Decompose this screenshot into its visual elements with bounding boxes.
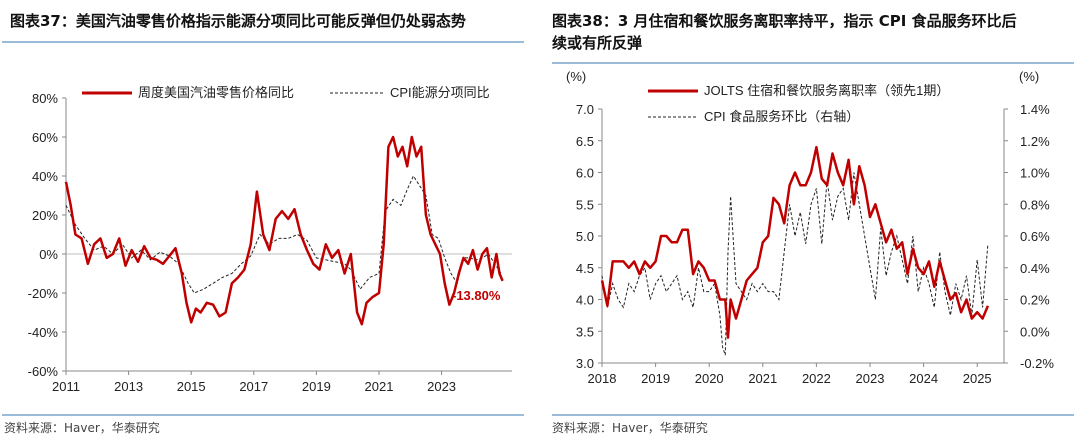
x-tick-label: 2019 <box>641 371 670 386</box>
right-y-tick-label: 0.2% <box>1020 293 1050 308</box>
figure-label: 图表38： <box>552 12 618 30</box>
x-tick-label: 2015 <box>177 379 206 394</box>
y-tick-label: 40% <box>32 169 58 184</box>
legend-label-gasoline: 周度美国汽油零售价格同比 <box>138 85 294 100</box>
right-y-tick-label: 0.0% <box>1020 324 1050 339</box>
title-text: 3 月住宿和餐饮服务离职率持平，指示 CPI 食品服务环比后 <box>617 12 1017 30</box>
x-tick-label: 2022 <box>802 371 831 386</box>
title-divider <box>2 41 524 43</box>
x-tick-label: 2021 <box>365 379 394 394</box>
legend-label-cpi-food: CPI 食品服务环比（右轴） <box>704 109 859 124</box>
x-tick-label: 2021 <box>748 371 777 386</box>
y-tick-label: -40% <box>28 325 59 340</box>
x-tick-label: 2023 <box>856 371 885 386</box>
source-divider <box>2 414 524 416</box>
x-tick-label: 2024 <box>909 371 938 386</box>
series-line-jolts <box>600 145 990 339</box>
y-tick-label: -20% <box>28 286 59 301</box>
right-y-tick-label: -0.2% <box>1020 356 1054 371</box>
x-tick-label: 2018 <box>588 371 617 386</box>
left-y-tick-label: 5.0 <box>576 229 594 244</box>
right-y-tick-label: 0.8% <box>1020 197 1050 212</box>
series-line-cpi-food <box>601 172 989 356</box>
left-y-tick-label: 7.0 <box>576 102 594 117</box>
left-y-tick-label: 3.5 <box>576 324 594 339</box>
x-tick-label: 2017 <box>239 379 268 394</box>
chart-title: 图表37：美国汽油零售价格指示能源分项同比可能反弹但仍处弱态势 <box>10 10 466 32</box>
x-tick-label: 2011 <box>52 379 80 394</box>
legend-label-jolts: JOLTS 住宿和餐饮服务离职率（领先1期） <box>704 83 949 98</box>
series-line-cpi-energy <box>65 174 502 294</box>
x-tick-label: 2025 <box>963 371 992 386</box>
left-y-tick-label: 5.5 <box>576 197 594 212</box>
y-tick-label: 0% <box>39 247 58 262</box>
title-text-continued: 续或有所反弹 <box>552 34 643 52</box>
left-y-tick-label: 6.0 <box>576 166 594 181</box>
chart-title: 图表38：3 月住宿和餐饮服务离职率持平，指示 CPI 食品服务环比后 续或有所… <box>552 10 1074 54</box>
figure-label: 图表37： <box>10 12 76 30</box>
x-tick-label: 2020 <box>695 371 724 386</box>
left-y-tick-label: 3.0 <box>576 356 594 371</box>
y-tick-label: 80% <box>32 91 58 106</box>
right-axis-unit: (%) <box>1019 69 1039 84</box>
line-chart-gasoline-energy: 周度美国汽油零售价格同比 CPI能源分项同比 -13.80% 80% 60% 40%… <box>28 85 512 394</box>
left-y-tick-label: 6.5 <box>576 134 594 149</box>
left-y-tick-label: 4.0 <box>576 293 594 308</box>
series-line-gasoline <box>64 135 504 326</box>
left-y-tick-label: 4.5 <box>576 261 594 276</box>
line-chart-jolts-cpi-food: (%) (%) JOLTS 住宿和餐饮服务离职率（领先1期） CPI 食品服务环… <box>566 69 1054 386</box>
title-text: 美国汽油零售价格指示能源分项同比可能反弹但仍处弱态势 <box>75 12 466 30</box>
y-tick-label: 60% <box>32 130 58 145</box>
title-divider <box>552 62 1074 64</box>
right-y-tick-label: 0.6% <box>1020 229 1050 244</box>
right-y-tick-label: 0.4% <box>1020 261 1050 276</box>
x-tick-label: 2019 <box>302 379 331 394</box>
right-y-tick-label: 1.0% <box>1020 166 1050 181</box>
latest-value-annotation: -13.80% <box>452 288 501 303</box>
right-y-tick-label: 1.2% <box>1020 134 1050 149</box>
source-note: 资料来源：Haver，华泰研究 <box>552 421 708 435</box>
right-y-tick-label: 1.4% <box>1020 102 1050 117</box>
source-note: 资料来源：Haver，华泰研究 <box>4 421 160 435</box>
source-divider <box>552 414 1074 416</box>
y-tick-label: -60% <box>28 364 59 379</box>
left-chart-panel: 图表37：美国汽油零售价格指示能源分项同比可能反弹但仍处弱态势 周度美国汽油零售… <box>0 0 528 443</box>
y-tick-label: 20% <box>32 208 58 223</box>
right-chart-panel: 图表38：3 月住宿和餐饮服务离职率持平，指示 CPI 食品服务环比后 续或有所… <box>552 0 1080 443</box>
x-tick-label: 2023 <box>427 379 456 394</box>
x-tick-label: 2013 <box>114 379 143 394</box>
left-axis-unit: (%) <box>566 69 586 84</box>
legend-label-cpi-energy: CPI能源分项同比 <box>390 85 490 100</box>
